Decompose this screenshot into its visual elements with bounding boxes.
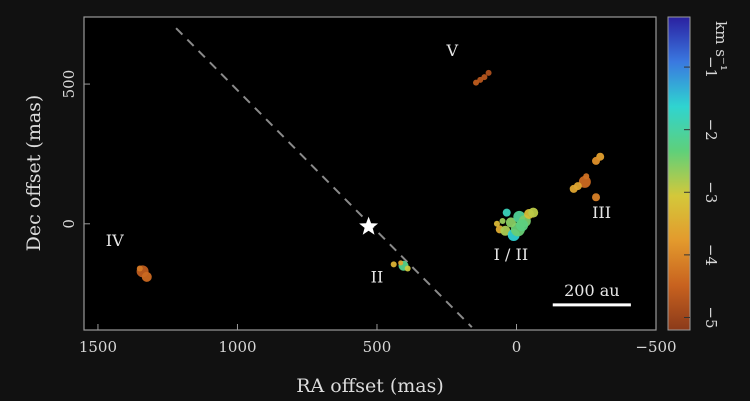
colorbar-tick-label: −2 [702, 119, 720, 141]
plot-frame [83, 16, 657, 331]
x-tick-label: 500 [363, 338, 392, 356]
region-label: V [446, 41, 459, 60]
data-point [578, 175, 591, 188]
region-label: I / II [494, 245, 529, 264]
data-points [136, 69, 605, 282]
data-point [516, 219, 529, 232]
data-point [502, 208, 511, 217]
series-IV [136, 265, 152, 282]
data-point [505, 217, 516, 228]
colorbar-tick-label: −5 [702, 306, 720, 328]
colorbar-label: km s⁻¹ [712, 21, 730, 71]
series-I-II [493, 207, 539, 241]
data-point [592, 193, 601, 202]
colorbar-gradient [667, 16, 691, 331]
data-point [398, 260, 404, 266]
data-point [592, 156, 601, 165]
series-V [473, 69, 492, 86]
colorbar-tick-label: −1 [702, 56, 720, 78]
colorbar: −1 −2 −3 −4 −5 km s⁻¹ [667, 16, 730, 331]
colorbar-tick-label: −4 [702, 244, 720, 266]
data-point [583, 173, 590, 180]
x-axis: 1500 1000 500 0 −500 [79, 324, 677, 356]
x-tick-label: 0 [512, 338, 522, 356]
y-tick-label: 0 [60, 219, 78, 229]
plot-area: 200 au V III IV II I / II [83, 16, 657, 331]
region-label: II [371, 267, 384, 286]
y-axis-label: Dec offset (mas) [23, 95, 45, 252]
x-tick-label: 1000 [218, 338, 256, 356]
data-point [500, 225, 511, 236]
star-icon [359, 216, 379, 235]
colorbar-tick-label: −3 [702, 181, 720, 203]
dashed-line [175, 27, 473, 328]
series-II [390, 260, 411, 272]
annotations: V III IV II I / II [106, 41, 611, 286]
data-point [390, 261, 397, 268]
y-tick-label: 500 [60, 70, 78, 99]
dashed-line-segment [175, 27, 473, 328]
plot-background [84, 17, 656, 330]
data-point [473, 79, 480, 86]
y-axis: 0 500 [60, 70, 90, 229]
series-III [569, 152, 605, 202]
data-point [499, 218, 506, 225]
region-label: III [592, 203, 611, 222]
scale-bar-label: 200 au [564, 281, 619, 300]
x-axis-label: RA offset (mas) [296, 375, 444, 397]
data-point [528, 207, 539, 218]
data-point [485, 69, 492, 76]
data-point [141, 271, 152, 282]
x-tick-label: 1500 [79, 338, 117, 356]
scale-bar: 200 au [552, 281, 631, 307]
region-label: IV [106, 231, 124, 250]
data-point [573, 182, 582, 191]
star-marker [359, 216, 379, 235]
data-point [136, 265, 143, 272]
data-point [493, 220, 500, 227]
x-tick-label: −500 [635, 338, 676, 356]
data-point [404, 265, 411, 272]
colorbar-ticks: −1 −2 −3 −4 −5 [684, 56, 720, 329]
